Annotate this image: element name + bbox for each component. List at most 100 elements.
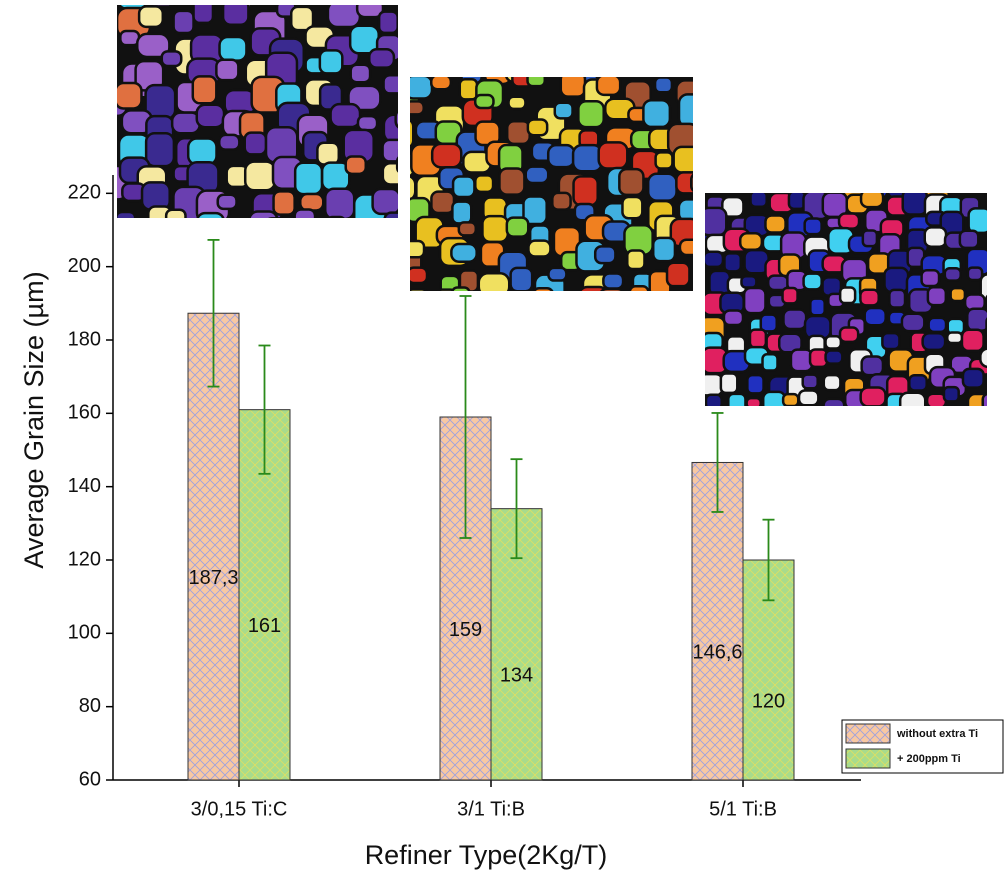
- grain: [985, 317, 987, 335]
- grain: [966, 266, 984, 282]
- y-tick-label: 180: [68, 328, 101, 350]
- grain: [532, 46, 553, 69]
- grain: [802, 272, 823, 291]
- grain: [94, 104, 114, 124]
- grain: [820, 412, 835, 427]
- grain: [524, 165, 550, 185]
- grain: [651, 236, 677, 263]
- grain: [722, 309, 745, 327]
- grain: [946, 331, 964, 345]
- grain: [547, 266, 568, 282]
- grain: [411, 52, 436, 75]
- grain: [326, 5, 362, 29]
- grain: [781, 392, 800, 406]
- grain: [926, 286, 948, 307]
- grain: [822, 397, 846, 406]
- grain: [764, 214, 787, 234]
- grain: [273, 5, 290, 6]
- grain: [135, 32, 171, 59]
- grain: [729, 170, 745, 189]
- grain: [740, 274, 758, 289]
- grain: [621, 195, 644, 220]
- grain: [451, 286, 471, 291]
- grain: [202, 0, 222, 3]
- grain: [217, 133, 241, 151]
- grain: [532, 286, 554, 291]
- grain: [628, 285, 650, 291]
- grain: [527, 239, 552, 258]
- grain: [742, 286, 767, 315]
- y-tick-label: 100: [68, 622, 101, 644]
- grain: [509, 266, 534, 291]
- grain: [967, 207, 987, 235]
- grain: [195, 103, 226, 129]
- grain: [95, 233, 118, 253]
- grain: [986, 235, 987, 245]
- grain: [656, 297, 675, 318]
- grain: [458, 77, 479, 101]
- grain: [888, 288, 907, 309]
- grain: [696, 78, 713, 95]
- grain: [761, 353, 779, 372]
- grain: [681, 298, 708, 326]
- grain: [227, 220, 252, 248]
- grain: [87, 59, 112, 77]
- grain: [727, 392, 747, 406]
- grain: [990, 249, 1008, 272]
- value-label: 120: [752, 690, 785, 712]
- grain: [920, 268, 941, 288]
- grain: [749, 193, 768, 209]
- grain: [196, 211, 225, 218]
- grain: [481, 214, 510, 244]
- grain: [719, 372, 739, 395]
- grain: [923, 226, 948, 249]
- legend: without extra Ti + 200ppm Ti: [841, 719, 1004, 774]
- grain: [781, 286, 799, 305]
- micrograph: [87, 0, 398, 266]
- grain: [646, 172, 678, 202]
- grain: [578, 285, 608, 291]
- grain: [559, 77, 587, 98]
- grain: [1005, 234, 1008, 254]
- grain: [824, 349, 844, 365]
- grain: [595, 77, 618, 82]
- grain: [172, 9, 195, 35]
- grain: [990, 374, 1008, 398]
- grain: [751, 171, 767, 186]
- grain: [457, 221, 478, 237]
- grain: [430, 142, 463, 169]
- y-tick-label: 220: [68, 182, 101, 204]
- grain: [553, 101, 574, 120]
- grain: [172, 0, 191, 2]
- grain: [942, 385, 960, 403]
- grain: [680, 412, 706, 434]
- grain: [1002, 335, 1008, 356]
- error-bar: [762, 518, 775, 602]
- grain: [215, 58, 240, 82]
- grain: [704, 130, 731, 154]
- grain: [927, 316, 948, 334]
- grain: [648, 46, 671, 66]
- grain: [679, 354, 696, 373]
- grain: [705, 206, 728, 237]
- grain: [186, 137, 218, 166]
- x-tick-label: 5/1 Ti:B: [709, 798, 777, 820]
- grain: [498, 167, 526, 196]
- grain: [672, 145, 693, 174]
- grain: [881, 331, 901, 351]
- grain: [744, 409, 760, 422]
- value-label: 159: [449, 619, 482, 641]
- grain: [381, 138, 398, 163]
- grain: [943, 267, 962, 282]
- grain: [383, 269, 404, 292]
- grain: [117, 81, 143, 110]
- grain: [626, 249, 646, 271]
- grain: [883, 409, 901, 425]
- grain: [145, 242, 166, 266]
- value-label: 161: [248, 615, 281, 637]
- grain: [546, 143, 576, 169]
- grain: [429, 77, 453, 91]
- grain: [908, 373, 928, 392]
- grain: [382, 222, 404, 248]
- grain: [642, 98, 672, 129]
